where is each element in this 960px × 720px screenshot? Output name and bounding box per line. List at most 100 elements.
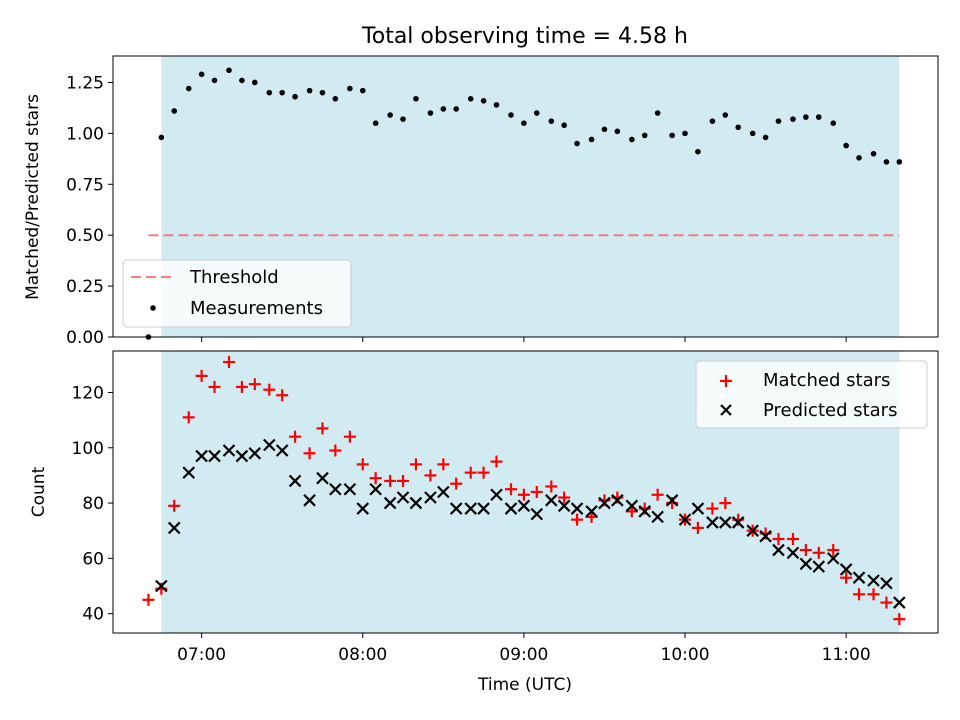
matched-stars-point (263, 383, 276, 396)
measurement-point (654, 110, 661, 116)
x-tick-label: 07:00 (177, 645, 226, 665)
measurement-point (533, 110, 540, 116)
predicted-stars-point (611, 494, 624, 507)
matched-stars-point (343, 430, 356, 443)
measurement-point (251, 79, 258, 86)
measurement-point (158, 134, 165, 141)
measurement-point (548, 118, 555, 124)
top-legend-box (122, 259, 352, 328)
predicted-stars-point (248, 447, 262, 460)
predicted-stars-point (155, 579, 168, 593)
predicted-stars-point (706, 516, 719, 529)
predicted-stars-point (786, 546, 800, 560)
predicted-stars-point (517, 499, 531, 513)
top-y-axis: 0.00 0.25 0.50 0.75 1.00 1.25 (66, 73, 113, 348)
predicted-stars-point (799, 557, 813, 571)
measurement-point (762, 134, 769, 141)
predicted-stars-point (263, 438, 276, 452)
predicted-stars-point (208, 449, 221, 463)
predicted-stars-point (437, 485, 450, 499)
measurement-point (830, 120, 837, 126)
measurement-point (669, 132, 675, 139)
predicted-stars-point (665, 494, 679, 507)
x-tick-label: 10:00 (661, 645, 710, 665)
top-legend: Threshold Measurements (122, 259, 352, 328)
measurements-legend-swatch (150, 305, 156, 311)
matched-stars-point (142, 593, 155, 606)
matched-stars-point (691, 521, 704, 534)
measurement-point (521, 120, 527, 126)
top-y-tick-label: 0.00 (66, 328, 104, 348)
matched-stars-point (545, 480, 558, 493)
predicted-stars-point (303, 494, 316, 507)
matched-stars-point (558, 491, 571, 504)
predicted-stars-point (557, 499, 571, 513)
measurement-point (709, 118, 716, 124)
predicted-stars-point (867, 574, 880, 587)
measurement-point (843, 142, 849, 149)
predicted-stars-point (477, 502, 490, 515)
measurement-point (185, 85, 192, 92)
predicted-stars-point (759, 529, 772, 543)
predicted-stars-point (356, 502, 370, 515)
measurement-point (614, 128, 621, 135)
matched-stars-point (893, 613, 906, 626)
measurement-point (682, 130, 688, 137)
top-x-ticks (201, 337, 847, 342)
predicted-stars-point (424, 491, 437, 504)
top-axes-frame (112, 55, 939, 338)
measurement-point (493, 102, 500, 108)
matched-stars-point (812, 546, 825, 559)
predicted-stars-point (504, 502, 518, 515)
measurement-point (735, 124, 741, 131)
measurement-point (453, 106, 460, 112)
top-y-axis-label: Matched/Predicted stars (23, 94, 43, 300)
predicted-stars-point (490, 488, 503, 502)
predicted-stars-point (449, 502, 463, 515)
matched-stars-point (303, 447, 316, 460)
predicted-stars-point (464, 502, 477, 515)
bottom-y-tick-label: 120 (72, 383, 104, 403)
measurement-point (749, 130, 756, 137)
measurement-point (508, 112, 514, 118)
bottom-y-tick-label: 60 (82, 549, 104, 569)
measurement-point (239, 77, 245, 84)
legend-measurements-label: Measurements (190, 298, 323, 319)
matched-stars-point (369, 472, 382, 485)
matched-stars-point (504, 483, 517, 496)
measurement-point (815, 114, 822, 120)
predicted-stars-point (772, 543, 785, 557)
matched-stars-point (329, 444, 342, 457)
predicted-stars-point (625, 499, 639, 513)
measurement-point (601, 126, 608, 133)
measurement-point (629, 136, 635, 143)
top-y-tick-label: 0.50 (66, 226, 104, 246)
legend-matched-label: Matched stars (763, 370, 890, 391)
count-points (142, 356, 906, 626)
predicted-stars-point (651, 510, 664, 524)
measurement-point (574, 140, 580, 147)
predicted-legend-swatch (720, 404, 732, 416)
predicted-stars-point (530, 507, 544, 521)
matched-stars-point (571, 513, 584, 526)
predicted-stars-point (719, 516, 732, 529)
matched-stars-point (195, 369, 208, 382)
predicted-stars-point (235, 449, 249, 463)
bottom-y-axis: 40 60 80 100 120 (72, 383, 113, 625)
x-tick-label: 09:00 (499, 645, 548, 665)
measurement-point (641, 132, 648, 139)
legend-predicted-label: Predicted stars (763, 400, 897, 421)
chart-title: Total observing time = 4.58 h (361, 24, 688, 49)
measurement-point (775, 118, 782, 124)
top-y-tick-label: 0.25 (66, 277, 104, 297)
predicted-stars-point (167, 521, 181, 535)
matched-stars-point (880, 596, 893, 609)
measurement-point (790, 116, 796, 122)
matched-stars-point (235, 380, 248, 393)
measurement-point (359, 87, 366, 94)
measurement-point (467, 95, 474, 102)
matched-stars-point (772, 533, 785, 545)
matched-stars-point (786, 533, 799, 545)
predicted-stars-point (316, 471, 329, 485)
